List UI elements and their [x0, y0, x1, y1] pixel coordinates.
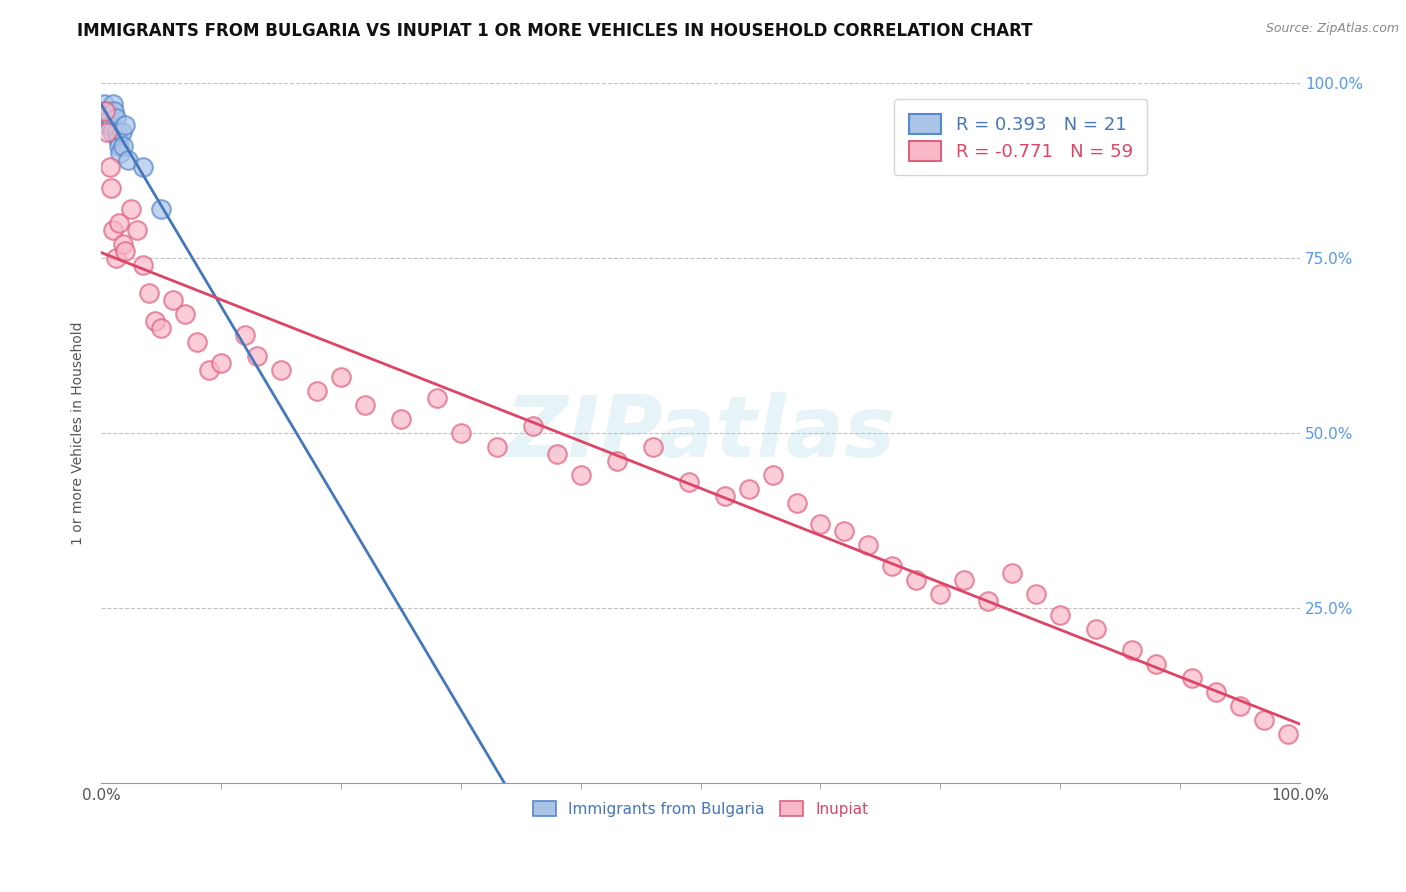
Point [198, 363, 221, 377]
Point [834, 524, 856, 538]
Point [105, 125, 128, 139]
Point [450, 426, 472, 441]
Point [103, 97, 125, 112]
Point [761, 468, 783, 483]
Point [233, 328, 256, 343]
Point [96, 125, 118, 139]
Point [1049, 608, 1071, 623]
Point [108, 139, 131, 153]
Point [100, 119, 122, 133]
Point [162, 293, 184, 308]
Point [606, 454, 628, 468]
Point [174, 307, 197, 321]
Point [103, 223, 125, 237]
Point [120, 202, 142, 217]
Point [354, 398, 377, 412]
Point [150, 202, 173, 217]
Point [1253, 713, 1275, 727]
Point [150, 321, 173, 335]
Point [737, 482, 759, 496]
Point [305, 384, 328, 399]
Point [953, 573, 976, 587]
Point [246, 349, 269, 363]
Point [96, 119, 118, 133]
Point [1144, 657, 1167, 672]
Point [270, 363, 292, 377]
Text: IMMIGRANTS FROM BULGARIA VS INUPIAT 1 OR MORE VEHICLES IN HOUSEHOLD CORRELATION : IMMIGRANTS FROM BULGARIA VS INUPIAT 1 OR… [77, 22, 1033, 40]
Point [858, 538, 880, 552]
Y-axis label: 1 or more Vehicles in Household: 1 or more Vehicles in Household [72, 321, 86, 545]
Point [94, 112, 117, 126]
Point [905, 573, 928, 587]
Legend: Immigrants from Bulgaria, Inupiat: Immigrants from Bulgaria, Inupiat [526, 793, 876, 824]
Point [1181, 671, 1204, 685]
Point [98, 161, 121, 175]
Point [107, 132, 129, 146]
Point [132, 258, 155, 272]
Point [330, 370, 353, 384]
Point [882, 559, 904, 574]
Point [101, 125, 124, 139]
Point [132, 161, 155, 175]
Point [138, 286, 160, 301]
Point [117, 153, 139, 168]
Point [426, 391, 449, 405]
Point [209, 356, 232, 370]
Point [127, 223, 149, 237]
Text: ZIPatlas: ZIPatlas [506, 392, 896, 475]
Point [97, 104, 120, 119]
Point [569, 468, 592, 483]
Point [100, 181, 122, 195]
Point [1121, 643, 1143, 657]
Point [186, 335, 208, 350]
Point [1229, 699, 1251, 714]
Point [1025, 587, 1047, 601]
Point [1277, 727, 1299, 741]
Point [641, 440, 664, 454]
Point [103, 104, 125, 119]
Point [546, 447, 568, 461]
Point [104, 112, 127, 126]
Point [522, 419, 544, 434]
Point [108, 216, 131, 230]
Point [94, 104, 117, 119]
Point [485, 440, 508, 454]
Point [1205, 685, 1227, 699]
Point [786, 496, 808, 510]
Point [929, 587, 952, 601]
Point [1085, 622, 1108, 636]
Point [1001, 566, 1024, 581]
Point [111, 139, 134, 153]
Point [143, 314, 166, 328]
Point [977, 594, 1000, 608]
Point [810, 517, 832, 532]
Point [110, 146, 132, 161]
Point [114, 244, 136, 259]
Point [713, 489, 735, 503]
Point [98, 112, 121, 126]
Text: Source: ZipAtlas.com: Source: ZipAtlas.com [1265, 22, 1399, 36]
Point [114, 119, 136, 133]
Point [110, 125, 132, 139]
Point [111, 237, 134, 252]
Point [678, 475, 700, 490]
Point [93, 97, 115, 112]
Point [94, 104, 117, 119]
Point [104, 252, 127, 266]
Point [389, 412, 412, 426]
